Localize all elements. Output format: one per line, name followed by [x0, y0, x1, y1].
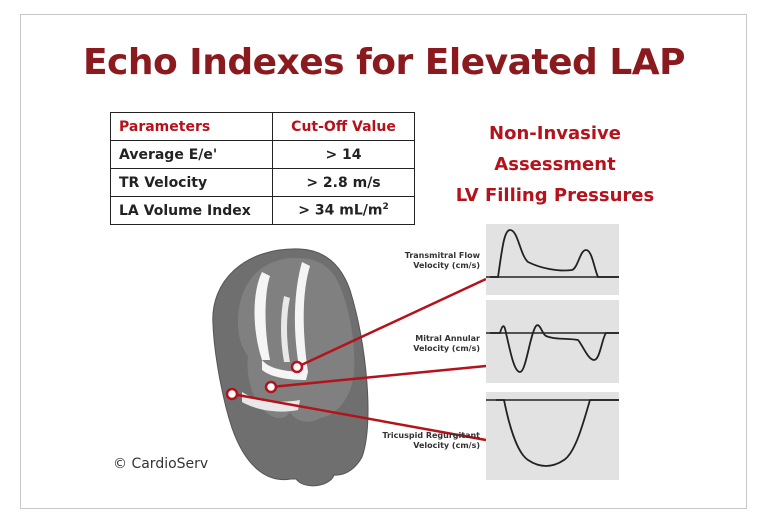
- value-cell: > 34 mL/m2: [272, 196, 415, 225]
- value-text: > 2.8 m/s: [306, 174, 381, 191]
- waveform-panel-tricuspid: [486, 392, 619, 480]
- value-text: > 14: [325, 146, 362, 163]
- label-line: Tricuspid Regurgitant: [382, 431, 480, 440]
- unit-superscript: 2: [382, 202, 389, 213]
- copyright-text: © CardioServ: [113, 456, 209, 472]
- transmitral-label: Transmitral Flow Velocity (cm/s): [405, 251, 480, 271]
- table-row: LA Volume Index > 34 mL/m2: [110, 196, 415, 225]
- label-line: Mitral Annular: [415, 334, 480, 343]
- label-line: Velocity (cm/s): [413, 441, 480, 450]
- tricuspid-waveform: [496, 399, 619, 467]
- waveform-panel-transmitral: [486, 224, 619, 295]
- heart-illustration: [212, 248, 369, 487]
- label-line: Velocity (cm/s): [413, 261, 480, 270]
- side-title-line: Non-Invasive: [489, 123, 621, 144]
- table-row: TR Velocity > 2.8 m/s: [110, 168, 415, 197]
- connector-transmitral: [296, 277, 487, 369]
- page-title: Echo Indexes for Elevated LAP: [82, 42, 686, 83]
- transmitral-waveform: [490, 229, 619, 278]
- table-row: Average E/e' > 14: [110, 140, 415, 169]
- param-cell: Average E/e': [110, 140, 273, 169]
- waveform-panel-mitral: [486, 300, 619, 383]
- tricuspid-label: Tricuspid Regurgitant Velocity (cm/s): [382, 431, 480, 451]
- parameters-table: Parameters Cut-Off Value Average E/e' > …: [110, 112, 415, 225]
- side-title-line: Assessment: [494, 154, 616, 175]
- value-text: > 34 mL/m: [298, 202, 383, 219]
- mitral-waveform: [490, 324, 619, 373]
- side-title: Non-Invasive Assessment LV Filling Press…: [430, 118, 680, 211]
- label-line: Velocity (cm/s): [413, 344, 480, 353]
- value-cell: > 2.8 m/s: [272, 168, 415, 197]
- mitral-annular-label: Mitral Annular Velocity (cm/s): [413, 334, 480, 354]
- marker-mitral: [264, 380, 278, 394]
- param-cell: LA Volume Index: [110, 196, 273, 225]
- border-frame: [20, 14, 747, 509]
- marker-tricuspid: [225, 387, 239, 401]
- connector-lines: [225, 277, 487, 442]
- connector-mitral: [270, 364, 487, 389]
- label-line: Transmitral Flow: [404, 251, 480, 260]
- connector-tricuspid: [231, 392, 487, 442]
- side-title-line: LV Filling Pressures: [455, 185, 655, 206]
- marker-transmitral: [290, 360, 304, 374]
